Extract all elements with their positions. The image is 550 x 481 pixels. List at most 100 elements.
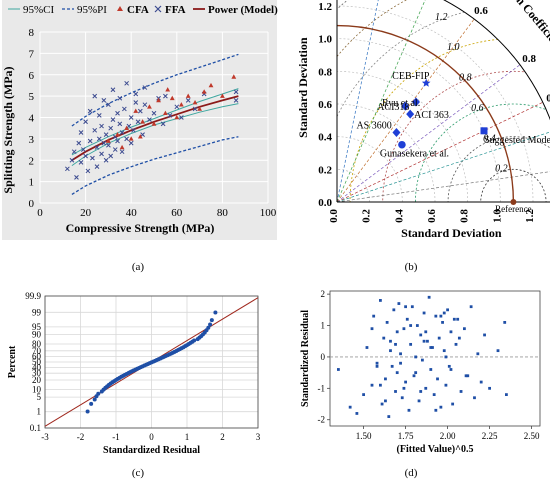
panel-a-cfa-point: [115, 132, 120, 137]
panel-a-ffa-point: [94, 164, 100, 170]
taylor-rms-tick: 0.4: [483, 133, 496, 144]
taylor-y-tick: 1.0: [318, 34, 332, 46]
taylor-y-tick: 0.8: [318, 66, 332, 78]
panel-a-x-tick: 60: [171, 207, 183, 219]
panel-a-x-tick: 20: [80, 207, 92, 219]
taylor-corr-line: [336, 64, 521, 203]
panel-c-x-tick: 1: [185, 432, 190, 442]
caption-b: (b): [405, 261, 418, 273]
legend-cfa-label: CFA: [127, 4, 149, 16]
panel-d-point: [387, 415, 391, 418]
panel-c-point: [209, 318, 214, 323]
panel-a-cfa-point: [208, 82, 214, 88]
panel-a-x-tick: 40: [126, 207, 138, 219]
panel-d-point: [436, 377, 439, 381]
panel-c-x-tick: -3: [41, 432, 49, 442]
panel-c-point: [206, 325, 211, 330]
panel-c-y-tick: 80: [32, 339, 42, 349]
panel-a-y-tick: 1: [29, 177, 35, 189]
panel-a-ffa-point: [137, 108, 143, 114]
panel-d-point: [444, 355, 448, 359]
panel-c-y-tick: 90: [32, 330, 42, 340]
taylor-rms-arc: [415, 103, 550, 203]
panel-a-ffa-point: [99, 123, 104, 129]
panel-d: 1.50 1.75 2.00 2.25 2.50 -2 -1 0 1 2 (Fitted Value…: [300, 289, 541, 455]
panel-d-point: [389, 349, 392, 353]
panel-d-x-tick: 1.50: [356, 431, 372, 441]
panel-a-ffa-point: [117, 121, 123, 127]
panel-a-ci-upper: [71, 88, 239, 156]
panel-a-ffa-point: [128, 115, 134, 120]
panel-c-point: [96, 391, 101, 396]
panel-d-point: [362, 393, 365, 397]
panel-c-point: [213, 310, 218, 315]
panel-d-x-tick: 1.75: [398, 431, 414, 441]
panel-d-point: [424, 330, 428, 334]
panel-d-point: [505, 393, 508, 397]
panel-c-y-tick: 95: [32, 322, 42, 332]
taylor-model-label: ACI 363: [414, 110, 449, 121]
panel-a-y-tick: 2: [29, 155, 35, 167]
panel-d-point: [404, 305, 407, 309]
panel-a-x-tick: 100: [260, 207, 277, 219]
panel-d-point: [451, 402, 455, 406]
panel-c-x-label: Standardized Residual: [103, 445, 200, 456]
panel-a-ffa-point: [83, 119, 88, 125]
taylor-std-arc: [336, 168, 371, 203]
panel-d-point: [442, 311, 446, 315]
panel-a-cfa-point: [133, 108, 139, 113]
taylor-corr-line: [336, 18, 475, 203]
panel-a-ffa-point: [103, 157, 109, 163]
panel-d-point: [409, 342, 413, 346]
panel-d-point: [414, 355, 418, 359]
panel-d-point: [496, 349, 500, 353]
panel-c-y-tick: 99.9: [25, 291, 41, 301]
panel-d-point: [473, 396, 476, 400]
panel-a-ffa-point: [83, 153, 88, 159]
taylor-corr-line: [336, 102, 543, 203]
taylor-rms-tick: 0.2: [495, 164, 508, 175]
taylor-arc-label: Correlation Coefficient: [479, 0, 550, 53]
panel-a-y-tick: 7: [29, 48, 35, 60]
panel-d-point: [394, 342, 397, 346]
panel-c-x-tick: 3: [256, 432, 261, 442]
panel-a-cfa-point: [169, 95, 175, 101]
legend-ci-label: 95%CI: [23, 4, 55, 16]
taylor-std-arc: [336, 136, 403, 203]
legend-ffa-label: FFA: [165, 4, 186, 16]
panel-d-x-tick: 2.50: [524, 431, 540, 441]
panel-d-y-label: Standardized Residual: [300, 310, 311, 407]
panel-d-point: [429, 346, 433, 349]
panel-a-ffa-point: [133, 100, 139, 105]
panel-a-ffa-point: [147, 117, 152, 122]
taylor-reference-arc: [336, 24, 515, 203]
panel-c-y-tick: 10: [32, 384, 42, 394]
panel-a-ffa-point: [103, 132, 109, 137]
panel-d-point: [479, 380, 483, 384]
panel-d-point: [372, 314, 376, 318]
panel-d-point: [395, 371, 399, 375]
taylor-corr-tick: 0.8: [522, 53, 536, 65]
taylor-model-label: Gunasekera et al.: [380, 149, 449, 160]
panel-d-point: [434, 408, 438, 412]
panel-a-ffa-point: [174, 104, 180, 110]
panel-d-point: [404, 380, 407, 384]
panel-a-cfa-point: [185, 93, 191, 98]
taylor-std-arc: [336, 70, 469, 203]
taylor-x-label: Standard Deviation: [401, 226, 502, 240]
panel-d-point: [476, 352, 480, 356]
panel-a-ffa-point: [76, 140, 82, 146]
panel-d-point: [437, 336, 441, 340]
panel-d-point: [390, 364, 394, 368]
panel-d-point: [379, 299, 382, 302]
panel-d-point: [337, 368, 340, 371]
panel-d-point: [417, 399, 421, 403]
panel-a-ffa-point: [96, 113, 102, 118]
panel-d-point: [400, 396, 404, 400]
panel-a-y-tick: 3: [29, 134, 35, 146]
panel-a-cfa-point: [178, 102, 184, 107]
taylor-model-label: ACI318: [377, 102, 409, 113]
panel-d-point: [385, 320, 389, 324]
panel-a-cfa-point: [156, 97, 161, 103]
panel-d-point: [348, 405, 352, 409]
